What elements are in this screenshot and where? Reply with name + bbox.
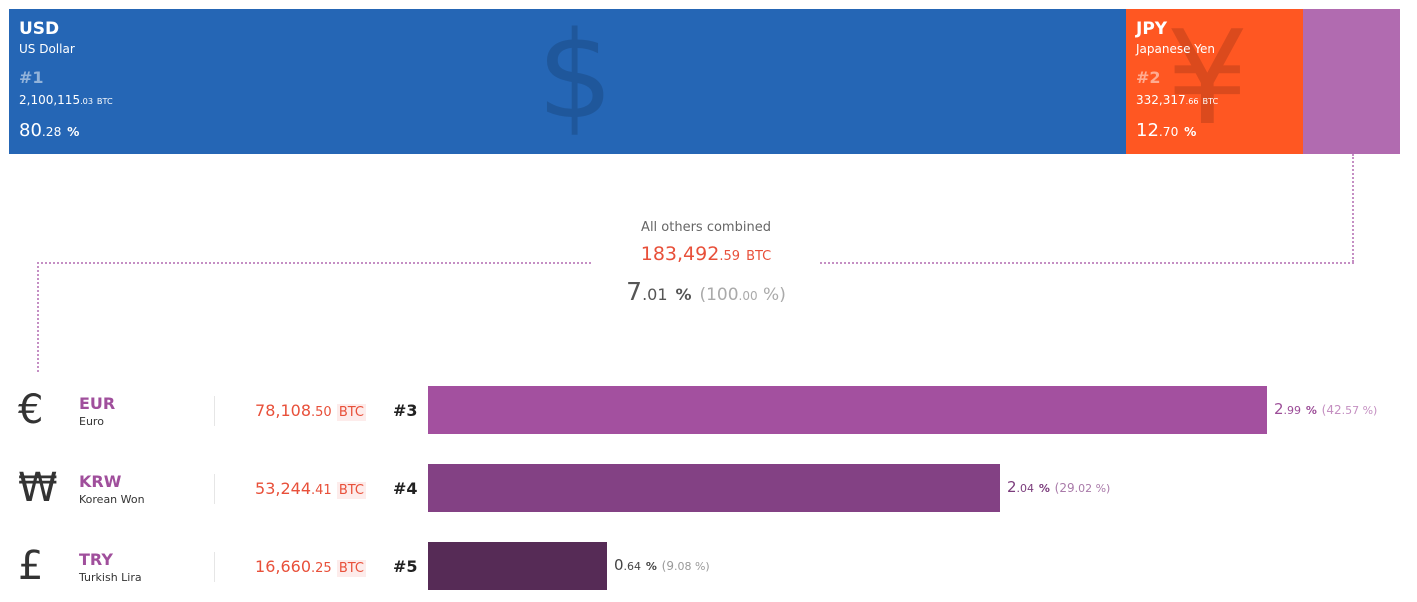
divider	[214, 552, 215, 582]
connector-line	[820, 262, 1354, 264]
currency-btc: 78,108.50 BTC	[255, 401, 366, 421]
currency-btc: 53,244.41 BTC	[255, 479, 366, 499]
relative-percent: (29.02 %)	[1054, 481, 1111, 495]
lira-icon: £	[18, 543, 44, 589]
segment-rank: #2	[1136, 68, 1161, 87]
segment-name: US Dollar	[19, 42, 75, 56]
relative-percent: (9.08 %)	[661, 559, 710, 573]
currency-row[interactable]: ₩ KRW Korean Won 53,244.41 BTC #4 2.04 %…	[0, 464, 1417, 524]
currency-rank: #3	[393, 401, 418, 420]
segment-name: Japanese Yen	[1136, 42, 1216, 56]
divider	[214, 396, 215, 426]
share-percent: 2.99 % (42.57 %)	[1274, 400, 1378, 418]
currency-rank: #4	[393, 479, 418, 498]
connector-line	[1352, 154, 1354, 262]
currency-rank: #5	[393, 557, 418, 576]
connector-line	[37, 262, 591, 264]
segment-others[interactable]	[1303, 9, 1400, 154]
currency-code: EUR	[79, 394, 116, 413]
segment-btc: 332,317.66 BTC	[1136, 93, 1219, 107]
currency-row[interactable]: £ TRY Turkish Lira 16,660.25 BTC #5 0.64…	[0, 542, 1417, 602]
currency-name: Euro	[79, 415, 104, 428]
currency-code: TRY	[79, 550, 113, 569]
share-bar[interactable]	[428, 386, 1267, 434]
relative-percent: (42.57 %)	[1321, 403, 1378, 417]
segment-percent: 80.28 %	[19, 120, 80, 141]
others-btc: 183,492.59 BTC	[640, 243, 772, 265]
others-summary: All others combined 183,492.59 BTC 7.01 …	[596, 220, 816, 306]
currency-code: KRW	[79, 472, 122, 491]
share-bar[interactable]	[428, 464, 1000, 512]
dollar-icon: $	[537, 9, 614, 146]
segment-rank: #1	[19, 68, 44, 87]
segment-code: USD	[19, 19, 60, 39]
won-icon: ₩	[18, 465, 58, 511]
market-share-bar: $ USD US Dollar #1 2,100,115.03 BTC 80.2…	[9, 9, 1400, 154]
currency-name: Turkish Lira	[79, 571, 142, 584]
divider	[214, 474, 215, 504]
segment-usd[interactable]: $ USD US Dollar #1 2,100,115.03 BTC 80.2…	[9, 9, 1126, 154]
segment-code: JPY	[1136, 19, 1168, 39]
others-percent: 7.01 % (100.00 %)	[626, 277, 786, 306]
share-percent: 0.64 % (9.08 %)	[614, 556, 710, 574]
connector-line	[37, 262, 39, 372]
segment-percent: 12.70 %	[1136, 120, 1197, 141]
euro-icon: €	[18, 387, 44, 433]
currency-btc: 16,660.25 BTC	[255, 557, 366, 577]
share-percent: 2.04 % (29.02 %)	[1007, 478, 1111, 496]
others-label: All others combined	[641, 220, 771, 235]
share-bar[interactable]	[428, 542, 607, 590]
segment-jpy[interactable]: ¥ JPY Japanese Yen #2 332,317.66 BTC 12.…	[1126, 9, 1303, 154]
others-total: (100.00 %)	[699, 285, 786, 305]
currency-name: Korean Won	[79, 493, 145, 506]
segment-btc: 2,100,115.03 BTC	[19, 93, 113, 107]
yen-icon: ¥	[1166, 9, 1249, 154]
currency-row[interactable]: € EUR Euro 78,108.50 BTC #3 2.99 % (42.5…	[0, 386, 1417, 446]
